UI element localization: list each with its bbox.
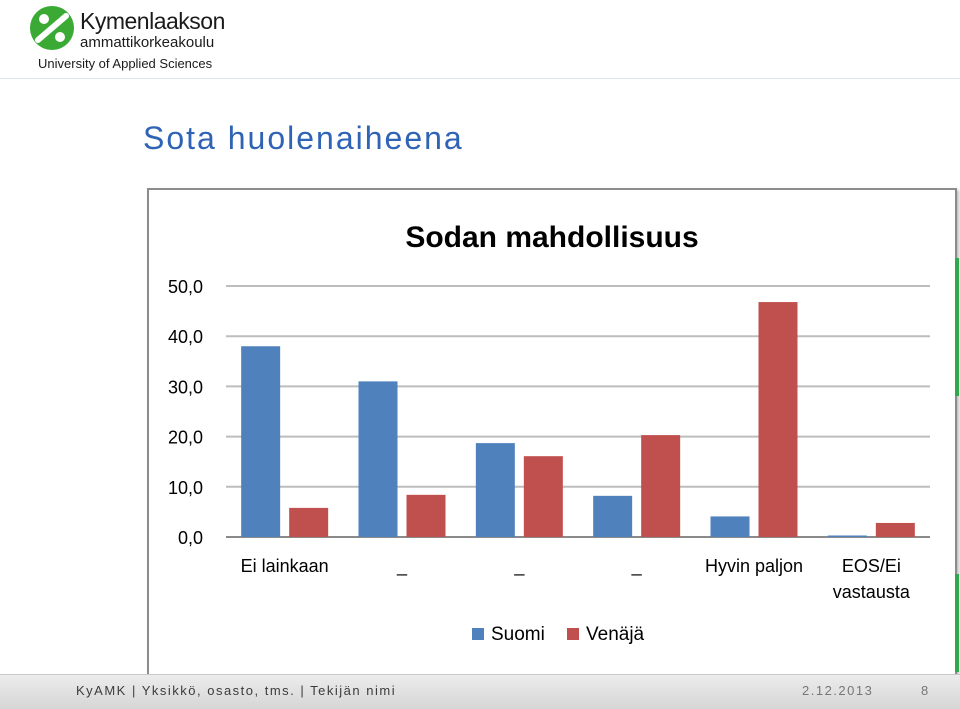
y-tick-label: 10,0 xyxy=(168,478,203,498)
kyamk-logo-icon xyxy=(30,6,74,50)
x-tick-label: _ xyxy=(513,556,525,577)
legend-label: Suomi xyxy=(491,624,545,645)
x-tick-label: _ xyxy=(631,556,643,577)
slide-footer: KyAMK | Yksikkö, osasto, tms. | Tekijän … xyxy=(0,674,960,709)
logo-name: Kymenlaakson xyxy=(80,8,225,34)
slide-header: Kymenlaakson ammattikorkeakoulu Universi… xyxy=(0,0,960,78)
footer-text: KyAMK | Yksikkö, osasto, tms. | Tekijän … xyxy=(76,683,397,698)
header-divider xyxy=(0,78,960,79)
legend-swatch-suomi xyxy=(472,628,484,640)
bar-suomi xyxy=(358,381,398,537)
bar-suomi xyxy=(241,346,281,537)
bar-suomi xyxy=(475,443,515,537)
bar-ven-j- xyxy=(641,435,681,537)
chart-frame: Sodan mahdollisuus 0,0 10,0 20,0 30,0 40,0 50,… xyxy=(147,188,957,676)
x-tick-label: EOS/Ei vastausta xyxy=(833,556,911,602)
y-tick-label: 40,0 xyxy=(168,327,203,347)
bar-suomi xyxy=(593,495,633,537)
x-tick-label: _ xyxy=(396,556,408,577)
page-number: 8 xyxy=(921,683,929,698)
bar-ven-j- xyxy=(523,456,563,537)
slide-title: Sota huolenaiheena xyxy=(143,120,464,156)
y-tick-label: 20,0 xyxy=(168,428,203,448)
bar-ven-j- xyxy=(875,522,915,537)
legend-swatch-ven-j- xyxy=(567,628,579,640)
logo-subtitle: ammattikorkeakoulu xyxy=(80,34,215,51)
right-accent-bar xyxy=(955,258,959,396)
footer-date: 2.12.2013 xyxy=(802,683,874,698)
bar-ven-j- xyxy=(406,494,446,537)
bar-ven-j- xyxy=(289,507,329,537)
y-tick-label: 30,0 xyxy=(168,377,203,397)
x-tick-label: Hyvin paljon xyxy=(705,556,803,576)
right-accent-bar xyxy=(955,574,959,672)
logo-english-name: University of Applied Sciences xyxy=(38,56,213,71)
bar-ven-j- xyxy=(758,302,798,537)
bar-suomi xyxy=(710,516,750,537)
legend-label: Venäjä xyxy=(586,624,645,645)
y-tick-label: 50,0 xyxy=(168,277,203,297)
x-tick-label: Ei lainkaan xyxy=(241,556,329,576)
bar-chart: Sodan mahdollisuus 0,0 10,0 20,0 30,0 40,0 50,… xyxy=(168,221,930,645)
y-tick-label: 0,0 xyxy=(178,528,203,548)
chart-title: Sodan mahdollisuus xyxy=(405,221,698,254)
bar-suomi xyxy=(827,535,867,537)
